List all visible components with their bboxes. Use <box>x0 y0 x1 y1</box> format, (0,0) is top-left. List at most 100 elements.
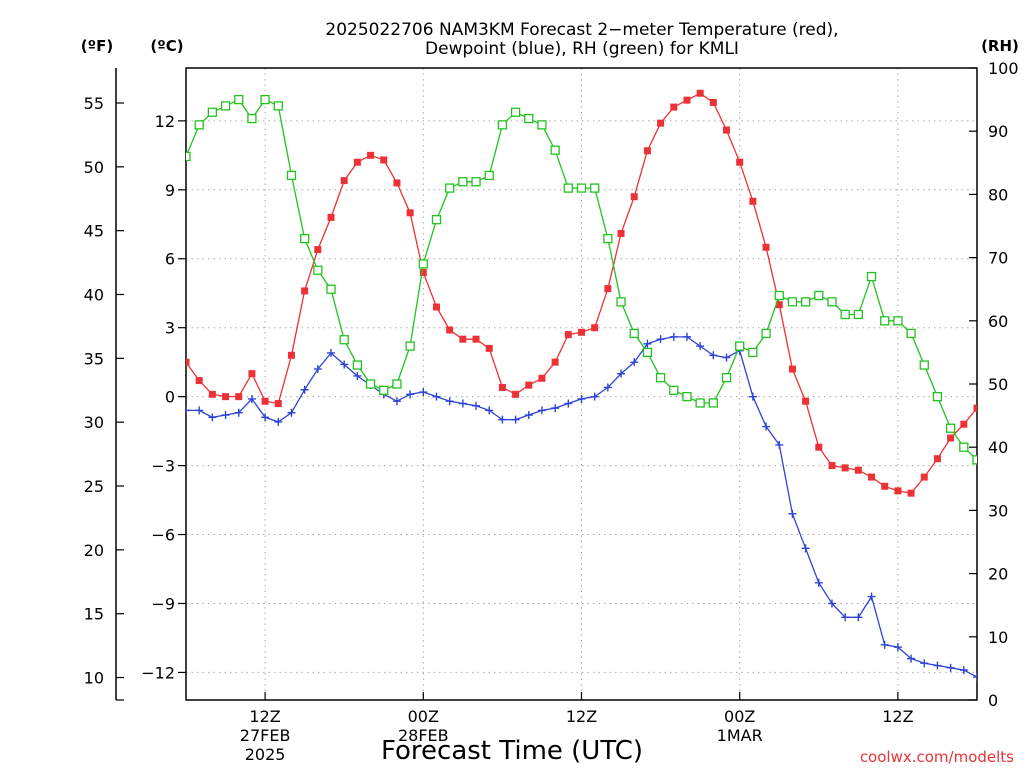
data-point <box>273 101 283 111</box>
data-point <box>907 654 916 663</box>
data-point <box>841 613 850 622</box>
data-point <box>880 316 890 326</box>
data-point <box>510 107 521 117</box>
data-point <box>642 347 653 358</box>
celsius-tick-label: −12 <box>141 663 175 682</box>
rh-tick-label: 30 <box>988 501 1008 520</box>
data-point <box>696 342 705 351</box>
data-point <box>406 209 414 217</box>
data-point <box>247 113 257 124</box>
data-point <box>933 455 941 463</box>
data-point <box>431 215 442 225</box>
data-point <box>643 339 652 348</box>
rh-tick-label: 0 <box>988 691 998 710</box>
data-point <box>577 394 586 403</box>
data-point <box>933 661 942 670</box>
data-point <box>261 397 269 405</box>
data-point <box>286 170 297 181</box>
data-point <box>405 341 415 351</box>
fahrenheit-tick-label: 10 <box>84 669 104 688</box>
data-point <box>801 544 810 553</box>
rh-tick-label: 100 <box>988 59 1019 78</box>
fahrenheit-tick-label: 50 <box>84 158 104 177</box>
data-point <box>827 599 836 608</box>
data-point <box>379 385 389 395</box>
data-point <box>353 158 361 166</box>
x-tick-label: 00Z <box>408 707 439 726</box>
data-point <box>960 420 968 428</box>
data-point <box>550 145 560 155</box>
x-tick-date-label: 1MAR <box>717 726 763 745</box>
data-point <box>220 101 231 111</box>
series-line <box>186 98 977 461</box>
data-point <box>367 151 375 159</box>
data-point <box>287 408 296 417</box>
data-point <box>603 233 613 244</box>
data-point <box>840 309 850 320</box>
data-point <box>538 374 546 382</box>
x-tick-date-label: 28FEB <box>398 726 449 745</box>
data-point <box>445 397 454 406</box>
data-point <box>472 335 480 343</box>
data-point <box>762 243 770 251</box>
data-point <box>906 328 916 339</box>
data-point <box>392 397 401 406</box>
data-point <box>537 406 546 415</box>
data-point <box>498 415 507 424</box>
data-point <box>287 351 295 359</box>
data-point <box>353 371 362 380</box>
celsius-tick-label: 3 <box>165 319 175 338</box>
data-point <box>458 399 467 408</box>
x-tick-date-label: 27FEB <box>240 726 291 745</box>
data-point <box>537 120 547 130</box>
data-point <box>696 89 704 97</box>
data-point <box>234 408 243 417</box>
data-point <box>866 271 877 282</box>
data-point <box>186 151 191 162</box>
data-point <box>446 326 454 334</box>
data-point <box>471 177 481 187</box>
data-point <box>207 107 218 117</box>
rh-unit-label: (RH) <box>981 37 1019 55</box>
data-point <box>208 390 216 398</box>
data-point <box>563 183 573 193</box>
data-point <box>406 390 415 399</box>
data-point <box>299 233 310 244</box>
data-point <box>959 666 968 675</box>
data-point <box>800 297 811 307</box>
data-point <box>459 335 467 343</box>
data-point <box>327 213 335 221</box>
rh-tick-label: 50 <box>988 375 1008 394</box>
data-point <box>853 309 863 320</box>
rh-tick-label: 60 <box>988 312 1008 331</box>
data-point <box>854 613 863 622</box>
data-point <box>669 385 679 395</box>
data-point <box>221 411 230 420</box>
data-point <box>603 383 612 392</box>
series-lines <box>186 89 977 682</box>
data-point <box>656 335 665 344</box>
data-point <box>868 473 876 481</box>
data-point <box>247 394 256 403</box>
data-point <box>629 328 639 339</box>
data-point <box>802 397 810 405</box>
data-point <box>880 640 889 649</box>
data-point <box>260 94 270 105</box>
rh-tick-label: 80 <box>988 185 1008 204</box>
data-point <box>894 487 902 495</box>
data-point <box>788 365 796 373</box>
fahrenheit-tick-label: 55 <box>84 94 104 113</box>
data-point <box>340 360 349 369</box>
data-point <box>920 473 928 481</box>
data-point <box>186 358 190 366</box>
data-point <box>524 113 534 124</box>
celsius-tick-label: 12 <box>155 112 175 131</box>
data-point <box>274 400 282 408</box>
data-point <box>854 466 862 474</box>
fahrenheit-tick-label: 20 <box>84 541 104 560</box>
fahrenheit-tick-label: 35 <box>84 349 104 368</box>
data-point <box>393 179 401 187</box>
credit-text: coolwx.com/modelts <box>860 748 1014 766</box>
data-point <box>814 578 823 587</box>
